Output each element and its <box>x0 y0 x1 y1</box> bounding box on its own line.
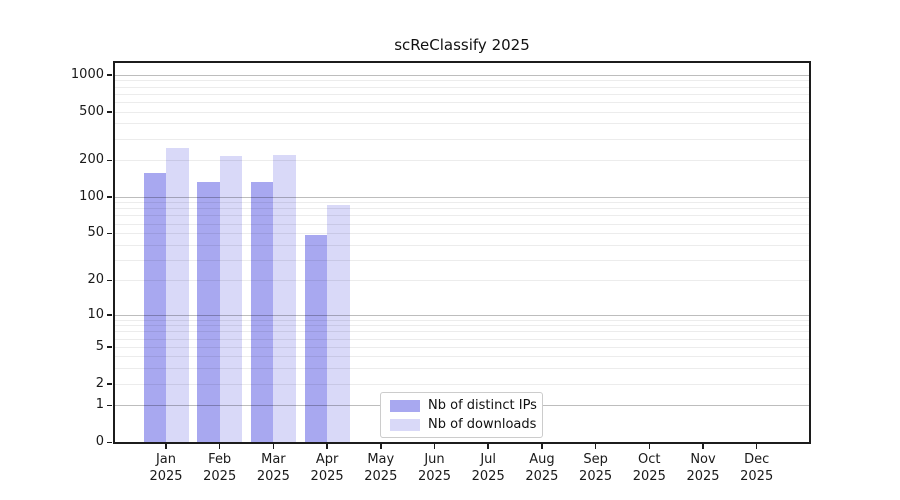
x-tick-mark-sep-2025 <box>594 444 597 449</box>
y-tick-label-50: 50 <box>87 225 104 241</box>
legend-item-distinct-ips: Nb of distinct IPs <box>390 398 537 413</box>
x-tick-mark-may-2025 <box>380 444 382 449</box>
x-tick-mark-aug-2025 <box>541 444 543 449</box>
y-tick-label-0: 0 <box>95 434 104 449</box>
y-tick-mark-100 <box>107 196 112 198</box>
x-tick-label-may-2025: May 2025 <box>364 452 398 484</box>
x-tick-label-sep-2025: Sep 2025 <box>579 452 613 484</box>
x-tick-mark-dec-2025 <box>755 444 758 449</box>
bars-layer <box>115 63 809 442</box>
legend-label-distinct-ips: Nb of distinct IPs <box>428 398 537 413</box>
x-tick-label-dec-2025: Dec 2025 <box>740 452 774 484</box>
y-tick-label-10: 10 <box>87 306 104 322</box>
legend-swatch-downloads <box>390 418 420 431</box>
y-tick-label-200: 200 <box>79 152 104 168</box>
y-tick-label-1: 1 <box>95 397 104 413</box>
x-tick-mark-mar-2025 <box>272 444 275 449</box>
x-tick-mark-apr-2025 <box>326 444 328 449</box>
y-tick-mark-10 <box>107 314 112 316</box>
x-tick-mark-oct-2025 <box>648 444 651 449</box>
bar-nb-of-downloads-apr-2025 <box>327 204 350 442</box>
x-tick-label-jul-2025: Jul 2025 <box>471 452 505 484</box>
y-tick-label-20: 20 <box>87 272 104 288</box>
legend-label-downloads: Nb of downloads <box>428 417 537 432</box>
x-tick-label-oct-2025: Oct 2025 <box>632 452 666 484</box>
y-tick-mark-500 <box>107 111 112 113</box>
chart-title: scReClassify 2025 <box>394 36 530 54</box>
x-tick-mark-jun-2025 <box>433 444 436 449</box>
y-tick-label-500: 500 <box>79 103 104 119</box>
y-tick-label-1000: 1000 <box>70 66 104 82</box>
bar-nb-of-downloads-jan-2025 <box>166 148 189 442</box>
legend: Nb of distinct IPs Nb of downloads <box>380 392 543 438</box>
bar-nb-of-distinct-ips-jan-2025 <box>143 172 166 442</box>
y-tick-mark-1 <box>107 404 112 407</box>
x-tick-label-jan-2025: Jan 2025 <box>149 452 183 484</box>
bar-nb-of-downloads-feb-2025 <box>219 156 243 442</box>
y-tick-label-2: 2 <box>95 375 104 391</box>
x-tick-label-aug-2025: Aug 2025 <box>525 452 559 484</box>
x-tick-mark-nov-2025 <box>702 444 704 449</box>
bar-nb-of-downloads-mar-2025 <box>273 154 296 442</box>
x-tick-label-nov-2025: Nov 2025 <box>686 452 720 484</box>
bar-nb-of-distinct-ips-mar-2025 <box>250 181 274 442</box>
x-tick-mark-jul-2025 <box>487 444 489 449</box>
y-tick-mark-20 <box>107 279 112 282</box>
x-tick-label-jun-2025: Jun 2025 <box>417 452 452 484</box>
legend-swatch-distinct-ips <box>390 399 420 412</box>
x-tick-mark-feb-2025 <box>218 444 221 449</box>
y-tick-label-5: 5 <box>95 338 104 354</box>
x-tick-label-mar-2025: Mar 2025 <box>256 452 290 484</box>
y-tick-mark-0 <box>107 441 112 443</box>
y-tick-label-100: 100 <box>79 188 104 204</box>
y-tick-mark-1000 <box>107 74 112 76</box>
x-tick-mark-jan-2025 <box>165 444 167 449</box>
y-tick-mark-50 <box>107 232 112 235</box>
plot-area <box>113 61 811 444</box>
y-tick-mark-5 <box>107 346 112 348</box>
x-tick-label-feb-2025: Feb 2025 <box>203 452 237 484</box>
x-tick-label-apr-2025: Apr 2025 <box>310 452 344 484</box>
bar-nb-of-distinct-ips-apr-2025 <box>304 235 328 442</box>
legend-item-downloads: Nb of downloads <box>390 417 537 432</box>
y-tick-mark-2 <box>107 383 112 385</box>
bar-nb-of-distinct-ips-feb-2025 <box>197 181 220 442</box>
y-tick-mark-200 <box>107 159 112 162</box>
